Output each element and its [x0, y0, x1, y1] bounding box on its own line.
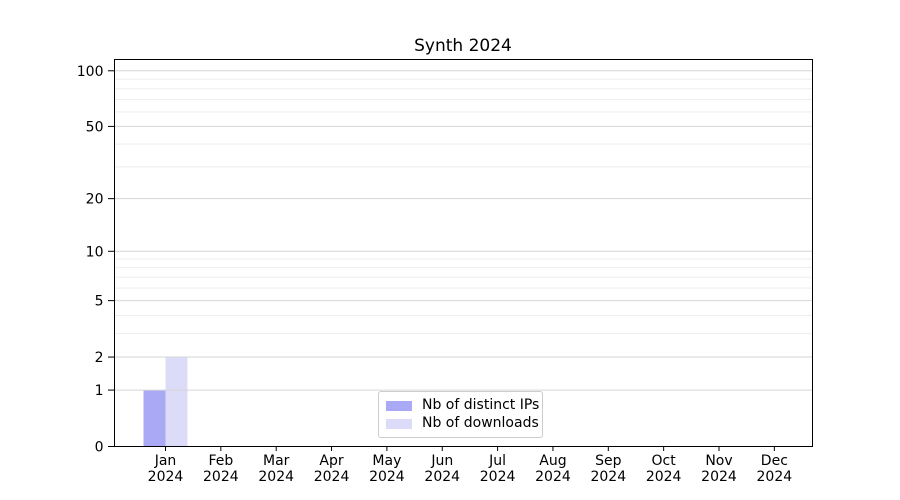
legend-swatch-downloads: [386, 418, 412, 429]
x-tick-label-month: Sep: [595, 453, 622, 469]
x-tick-label-month: Nov: [705, 453, 732, 469]
x-tick-label-month: Jul: [488, 453, 506, 469]
plot-border: [114, 59, 813, 447]
x-tick-label-year: 2024: [701, 469, 737, 485]
x-tick-label-year: 2024: [203, 469, 239, 485]
y-tick-label: 10: [86, 244, 104, 260]
x-tick-label-year: 2024: [590, 469, 626, 485]
chart-title: Synth 2024: [414, 36, 512, 56]
x-tick-label-year: 2024: [646, 469, 682, 485]
x-tick-label-month: Mar: [263, 453, 290, 469]
x-tick-label-month: Oct: [652, 453, 677, 469]
bar-jan-series0: [143, 390, 166, 447]
x-tick-label-year: 2024: [258, 469, 294, 485]
y-tick-label: 0: [95, 440, 104, 456]
x-tick-label-year: 2024: [369, 469, 405, 485]
legend: Nb of distinct IPs Nb of downloads: [378, 391, 543, 438]
y-tick-label: 50: [86, 119, 104, 135]
x-tick-label-month: Apr: [319, 453, 343, 469]
x-tick-label-month: Feb: [208, 453, 233, 469]
y-tick-label: 100: [77, 64, 104, 80]
x-tick-label-month: Jan: [154, 453, 177, 469]
x-tick-label-year: 2024: [757, 469, 793, 485]
legend-label-downloads: Nb of downloads: [422, 415, 539, 431]
x-tick-label-year: 2024: [148, 469, 184, 485]
bar-jan-series1: [165, 357, 188, 447]
x-tick-label-year: 2024: [480, 469, 516, 485]
x-tick-label-year: 2024: [424, 469, 460, 485]
y-tick-label: 20: [86, 192, 104, 208]
x-tick-label-month: Dec: [761, 453, 788, 469]
legend-item-downloads: Nb of downloads: [386, 415, 539, 432]
x-tick-label-year: 2024: [535, 469, 571, 485]
x-tick-label-month: Aug: [539, 453, 566, 469]
y-tick-label: 5: [95, 294, 104, 310]
legend-item-distinct-ips: Nb of distinct IPs: [386, 397, 539, 414]
legend-swatch-distinct-ips: [386, 400, 412, 411]
x-tick-label-month: May: [372, 453, 401, 469]
y-tick-label: 1: [95, 383, 104, 399]
legend-label-distinct-ips: Nb of distinct IPs: [422, 397, 540, 413]
x-tick-label-month: Jun: [430, 453, 453, 469]
x-tick-label-year: 2024: [314, 469, 350, 485]
y-tick-label: 2: [95, 350, 104, 366]
